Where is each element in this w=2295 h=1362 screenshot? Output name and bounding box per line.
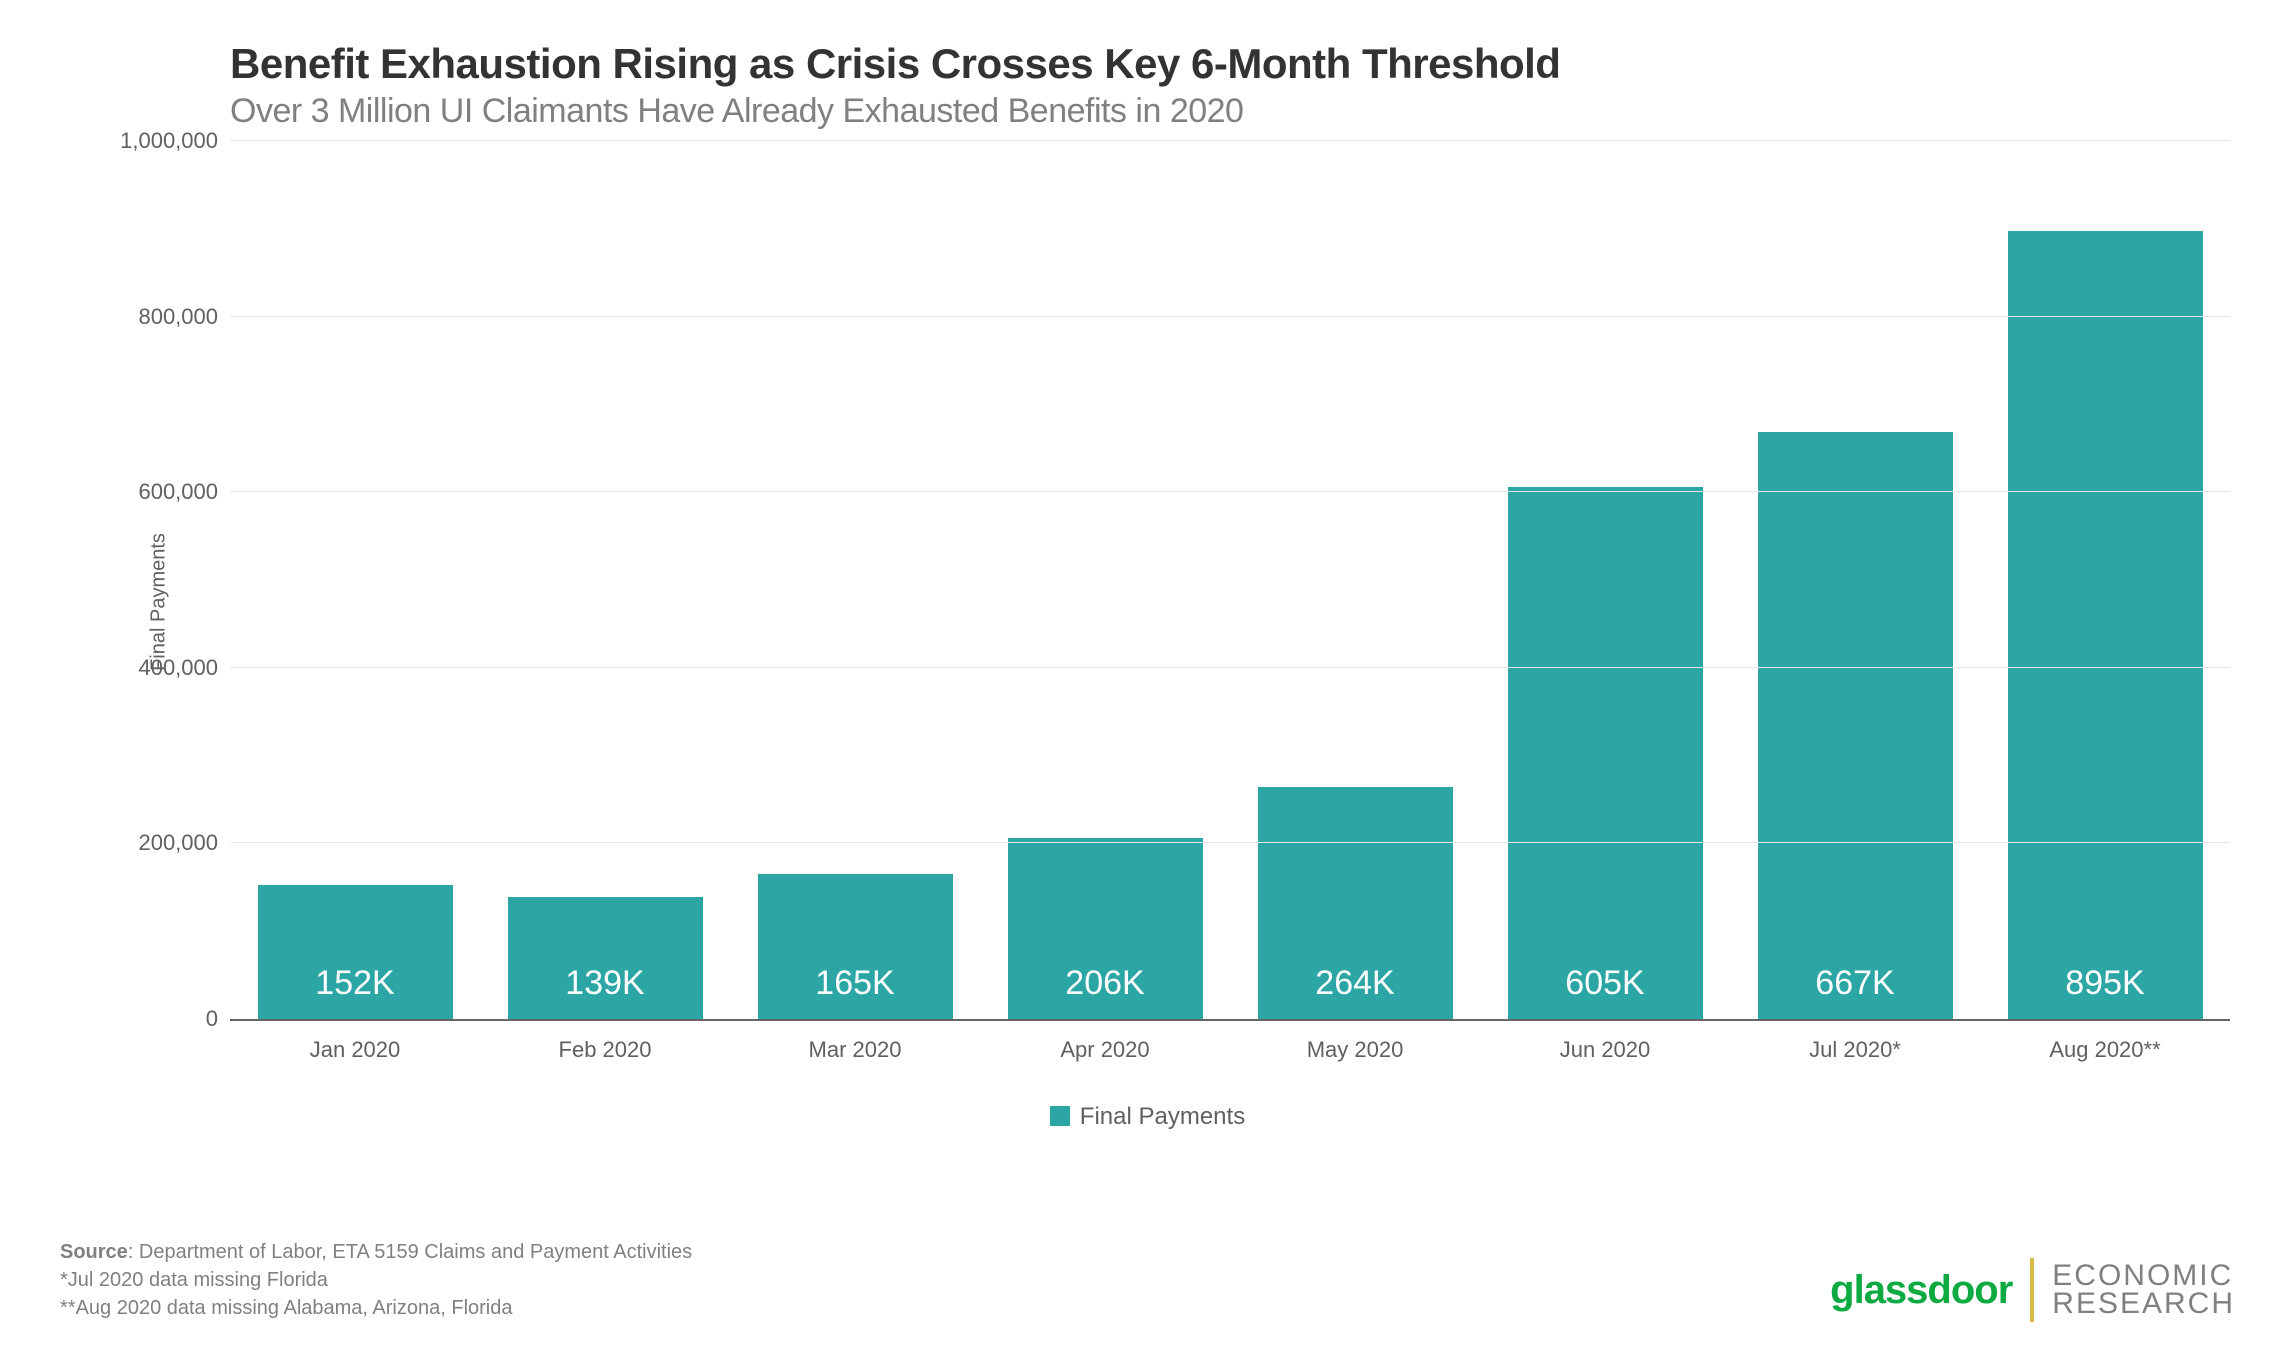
- x-tick-label: May 2020: [1230, 1037, 1480, 1063]
- y-axis-label: Final Payments: [147, 533, 170, 671]
- x-tick-label: Jun 2020: [1480, 1037, 1730, 1063]
- x-tick-label: Apr 2020: [980, 1037, 1230, 1063]
- bar-value-label: 667K: [1815, 964, 1894, 1003]
- bar-slot: 264K: [1230, 141, 1480, 1019]
- bar: 264K: [1258, 787, 1453, 1019]
- bar: 667K: [1758, 432, 1953, 1019]
- glassdoor-logo: glassdoor: [1830, 1268, 2012, 1313]
- chart-title: Benefit Exhaustion Rising as Crisis Cros…: [230, 40, 2235, 88]
- x-tick-label: Aug 2020**: [1980, 1037, 2230, 1063]
- x-axis-labels: Jan 2020Feb 2020Mar 2020Apr 2020May 2020…: [230, 1037, 2230, 1063]
- brand-divider: [2030, 1258, 2034, 1322]
- grid-line: [230, 140, 2230, 141]
- source-block: Source: Department of Labor, ETA 5159 Cl…: [60, 1238, 692, 1322]
- bar-value-label: 165K: [815, 964, 894, 1003]
- bar-value-label: 605K: [1565, 964, 1644, 1003]
- chart-area: Final Payments 152K 139K 165K 206K 264K 605K 6…: [120, 141, 2235, 1063]
- y-tick-label: 200,000: [138, 830, 218, 856]
- x-tick-label: Mar 2020: [730, 1037, 980, 1063]
- branding: glassdoor ECONOMIC RESEARCH: [1830, 1258, 2235, 1322]
- y-tick-label: 1,000,000: [120, 128, 218, 154]
- footer: Source: Department of Labor, ETA 5159 Cl…: [60, 1238, 2235, 1322]
- research-line2: RESEARCH: [2052, 1290, 2235, 1319]
- bar: 895K: [2008, 231, 2203, 1019]
- grid-line: [230, 491, 2230, 492]
- y-tick-label: 600,000: [138, 479, 218, 505]
- x-tick-label: Jul 2020*: [1730, 1037, 1980, 1063]
- grid-line: [230, 842, 2230, 843]
- y-tick-label: 800,000: [138, 304, 218, 330]
- bar-value-label: 895K: [2065, 964, 2144, 1003]
- title-block: Benefit Exhaustion Rising as Crisis Cros…: [230, 40, 2235, 131]
- bar-value-label: 152K: [315, 964, 394, 1003]
- bars-container: 152K 139K 165K 206K 264K 605K 667K 895K: [230, 141, 2230, 1019]
- bar: 139K: [508, 897, 703, 1019]
- bar: 152K: [258, 885, 453, 1019]
- economic-research-label: ECONOMIC RESEARCH: [2052, 1262, 2235, 1319]
- x-tick-label: Feb 2020: [480, 1037, 730, 1063]
- research-line1: ECONOMIC: [2052, 1262, 2235, 1291]
- bar: 165K: [758, 874, 953, 1019]
- bar-slot: 206K: [980, 141, 1230, 1019]
- bar-slot: 667K: [1730, 141, 1980, 1019]
- source-label: Source: [60, 1241, 128, 1263]
- bar-value-label: 139K: [565, 964, 644, 1003]
- x-tick-label: Jan 2020: [230, 1037, 480, 1063]
- legend: Final Payments: [60, 1103, 2235, 1131]
- bar-slot: 895K: [1980, 141, 2230, 1019]
- source-note-1: *Jul 2020 data missing Florida: [60, 1266, 692, 1294]
- bar: 605K: [1508, 487, 1703, 1019]
- bar-value-label: 264K: [1315, 964, 1394, 1003]
- y-tick-label: 0: [206, 1006, 218, 1032]
- y-tick-label: 400,000: [138, 655, 218, 681]
- source-line: Source: Department of Labor, ETA 5159 Cl…: [60, 1238, 692, 1266]
- legend-label: Final Payments: [1080, 1103, 1245, 1130]
- bar-slot: 152K: [230, 141, 480, 1019]
- grid-line: [230, 316, 2230, 317]
- grid-line: [230, 667, 2230, 668]
- bar-slot: 605K: [1480, 141, 1730, 1019]
- bar: 206K: [1008, 838, 1203, 1019]
- bar-slot: 165K: [730, 141, 980, 1019]
- legend-swatch: [1050, 1106, 1070, 1126]
- bar-value-label: 206K: [1065, 964, 1144, 1003]
- plot-area: 152K139K165K206K264K605K667K895K 0200,00…: [230, 141, 2230, 1021]
- chart-subtitle: Over 3 Million UI Claimants Have Already…: [230, 92, 2235, 131]
- bar-slot: 139K: [480, 141, 730, 1019]
- source-note-2: **Aug 2020 data missing Alabama, Arizona…: [60, 1294, 692, 1322]
- source-text: : Department of Labor, ETA 5159 Claims a…: [128, 1241, 692, 1263]
